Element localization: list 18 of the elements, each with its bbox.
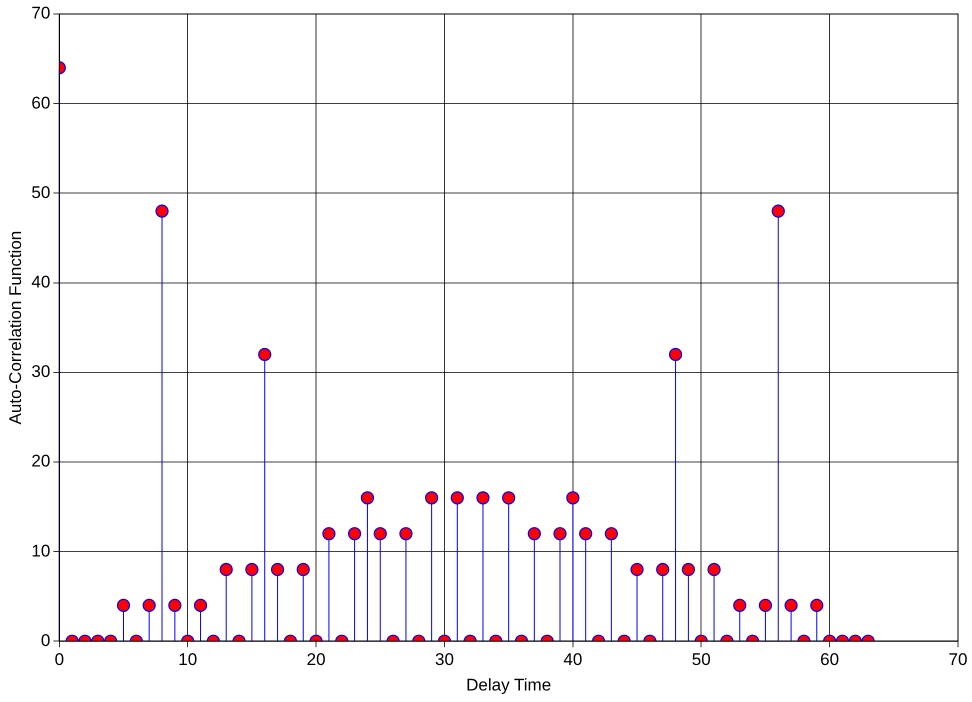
y-axis-title: Auto-Correlation Function — [6, 230, 25, 424]
y-tick-label: 50 — [31, 182, 50, 202]
x-tick-label: 60 — [820, 650, 840, 670]
y-tick-label: 60 — [31, 93, 50, 112]
y-tick-label: 20 — [31, 452, 50, 471]
x-tick-label: 40 — [563, 650, 582, 670]
y-tick-label: 0 — [40, 630, 50, 650]
x-tick-label: 30 — [435, 650, 454, 670]
x-tick-label: 70 — [948, 650, 968, 670]
x-tick-label: 10 — [178, 650, 198, 670]
y-tick-label: 70 — [31, 4, 50, 23]
x-axis-title: Delay Time — [466, 675, 552, 694]
x-tick-label: 20 — [306, 650, 326, 670]
y-tick-label: 10 — [31, 541, 50, 560]
x-tick-label: 0 — [54, 650, 64, 670]
y-tick-label: 40 — [31, 272, 50, 292]
y-tick-label: 30 — [31, 362, 50, 382]
x-tick-label: 50 — [692, 650, 711, 670]
